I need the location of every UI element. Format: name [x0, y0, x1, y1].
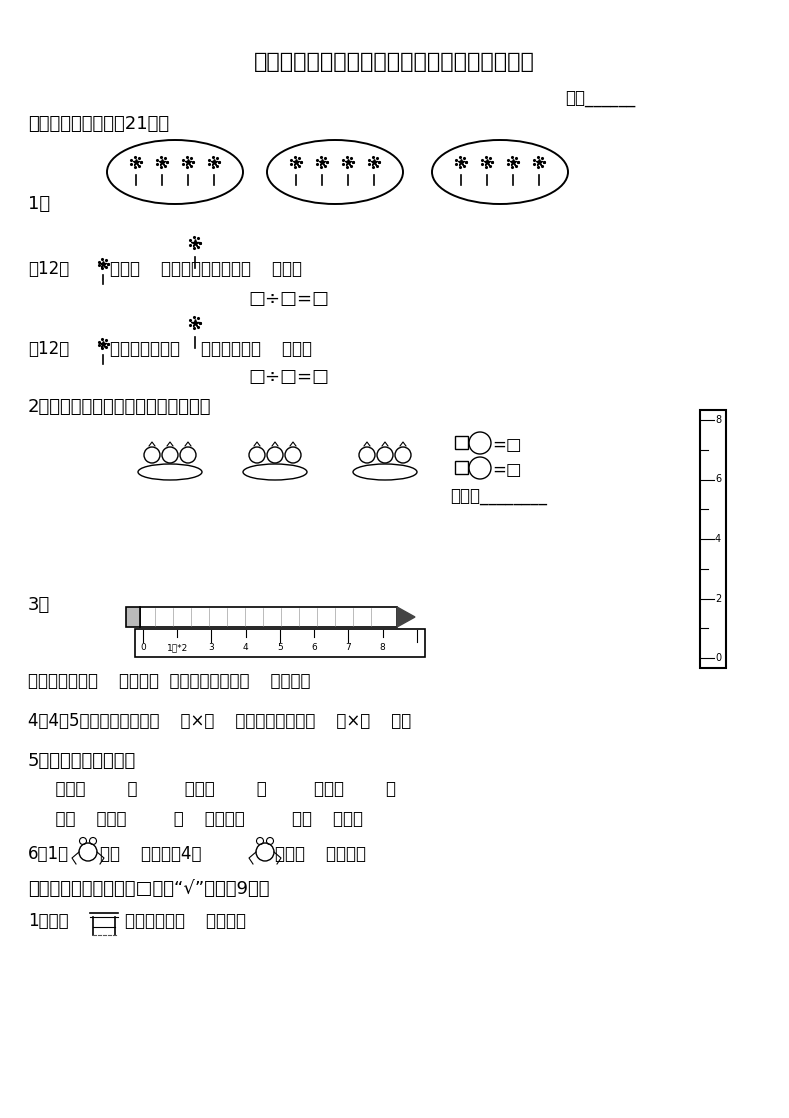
Text: 6、1只: 6、1只 [28, 845, 69, 863]
Text: 5、把口诀补充完整。: 5、把口诀补充完整。 [28, 752, 136, 770]
Text: ，每（    ）朵一份，分成了（    ）份。: ，每（ ）朵一份，分成了（ ）份。 [110, 260, 302, 278]
Text: 二（    ）一十         （    ）三得六         三（    ）十二: 二（ ）一十 （ ）三得六 三（ ）十二 [45, 811, 363, 828]
Text: 12朵: 12朵 [28, 260, 69, 278]
Text: □÷□=□: □÷□=□ [248, 368, 329, 386]
Text: 一、看图填空。（共21分）: 一、看图填空。（共21分） [28, 115, 169, 133]
Polygon shape [397, 607, 415, 627]
Text: 4、4个5相加，可以写作（    ）×（    ），也可以写作（    ）×（    ）。: 4、4个5相加，可以写作（ ）×（ ），也可以写作（ ）×（ ）。 [28, 712, 411, 730]
Text: 口诀：________: 口诀：________ [450, 487, 547, 506]
Text: 4: 4 [715, 534, 721, 544]
Text: 12朵: 12朵 [28, 340, 69, 358]
Text: 8: 8 [380, 643, 386, 652]
Text: 的高度约是（    ）厘米。: 的高度约是（ ）厘米。 [125, 912, 246, 930]
Bar [126, 607, 140, 627]
Text: 0: 0 [715, 653, 721, 663]
Text: 共有（    ）只脚。: 共有（ ）只脚。 [275, 845, 366, 863]
Text: 0: 0 [140, 643, 146, 652]
Text: 苏教版国标本小学二年级数学（上册）期中练习: 苏教版国标本小学二年级数学（上册）期中练习 [253, 53, 534, 72]
Text: 1厘*2: 1厘*2 [166, 643, 188, 652]
Text: 3、: 3、 [28, 596, 50, 614]
Bar [455, 436, 468, 449]
Text: 3: 3 [208, 643, 215, 652]
Text: 4: 4 [243, 643, 249, 652]
Text: 6: 6 [715, 474, 721, 484]
Text: 1、: 1、 [28, 195, 50, 214]
Text: 1、我家: 1、我家 [28, 912, 69, 930]
Bar [700, 410, 726, 667]
Text: 二四（        ）         三五（        ）         四六（        ）: 二四（ ） 三五（ ） 四六（ ） [45, 780, 396, 798]
Text: 7: 7 [346, 643, 351, 652]
Bar [455, 461, 468, 474]
Text: □÷□=□: □÷□=□ [248, 290, 329, 307]
Text: 2、看图写出两道算式，并写出口诀。: 2、看图写出两道算式，并写出口诀。 [28, 398, 211, 416]
Text: =□: =□ [492, 461, 522, 479]
Text: 5: 5 [277, 643, 283, 652]
Bar [135, 629, 425, 657]
Text: 8: 8 [715, 415, 721, 425]
Text: 6: 6 [312, 643, 317, 652]
Text: 得分______: 得分______ [565, 91, 635, 108]
Bar [140, 607, 397, 627]
Text: =□: =□ [492, 436, 522, 454]
Text: 有（    ）只脚，4只: 有（ ）只脚，4只 [100, 845, 201, 863]
Text: 2: 2 [715, 594, 721, 604]
Text: ，平均分成了（    ）份，每份（    ）朵。: ，平均分成了（ ）份，每份（ ）朵。 [110, 340, 312, 358]
Text: 上图中铅笔长（    ）厘米。  右图中铁钉长约（    ）厘米。: 上图中铅笔长（ ）厘米。 右图中铁钉长约（ ）厘米。 [28, 672, 311, 690]
Text: 二、请在正确答案后的□里画“√”。（共9分）: 二、请在正确答案后的□里画“√”。（共9分） [28, 880, 270, 898]
